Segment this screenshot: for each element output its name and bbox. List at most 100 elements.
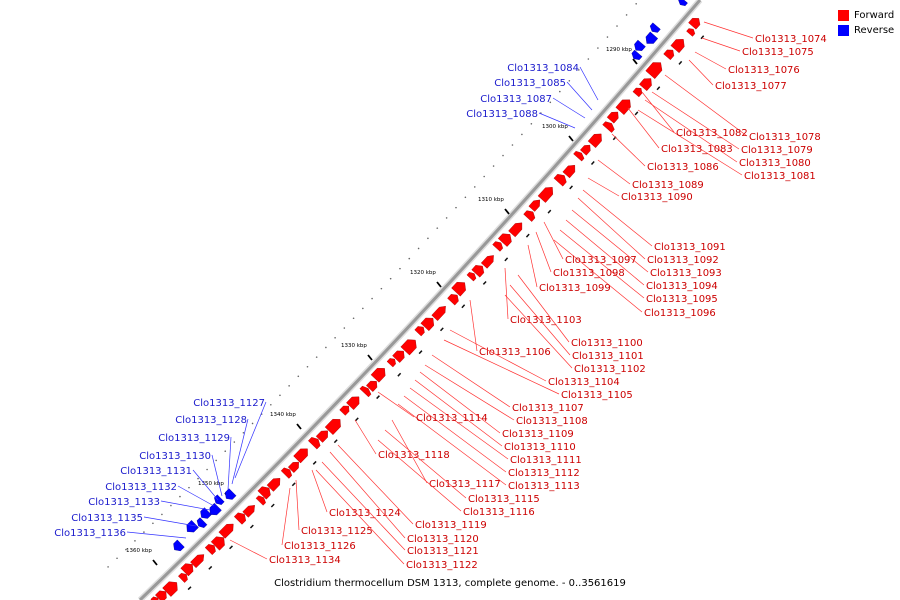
forward-label-leader bbox=[597, 159, 631, 185]
scale-dot bbox=[559, 90, 561, 93]
reverse-label-leader bbox=[566, 81, 593, 111]
feature-mark bbox=[439, 327, 444, 332]
scale-dot bbox=[635, 3, 637, 5]
forward-gene-label: Clo1313_1093 bbox=[650, 268, 722, 279]
forward-gene-arrow bbox=[447, 294, 459, 306]
forward-gene-arrow bbox=[420, 317, 435, 332]
feature-mark bbox=[482, 280, 487, 285]
legend-reverse: Reverse bbox=[838, 23, 894, 38]
forward-gene-label: Clo1313_1120 bbox=[407, 534, 479, 545]
reverse-gene-arrow bbox=[678, 0, 688, 7]
feature-mark bbox=[590, 160, 595, 165]
forward-gene-arrow bbox=[155, 590, 167, 600]
scale-dot bbox=[578, 69, 580, 71]
forward-label-leader bbox=[469, 299, 478, 352]
forward-gene-label: Clo1313_1100 bbox=[571, 338, 643, 349]
forward-gene-label: Clo1313_1111 bbox=[510, 455, 582, 466]
forward-gene-arrow bbox=[242, 505, 255, 518]
feature-mark bbox=[354, 417, 359, 422]
forward-gene-arrow bbox=[180, 563, 194, 577]
scale-dot bbox=[436, 227, 439, 229]
reverse-gene-label: Clo1313_1135 bbox=[71, 513, 143, 524]
reverse-gene-arrow bbox=[209, 502, 222, 516]
forward-label-leader bbox=[504, 294, 573, 369]
forward-label-leader bbox=[627, 107, 660, 149]
forward-label-leader bbox=[509, 284, 571, 356]
forward-label-leader bbox=[281, 487, 291, 546]
forward-gene-label: Clo1313_1082 bbox=[676, 128, 748, 139]
forward-gene-arrow bbox=[150, 596, 159, 600]
forward-gene-arrow bbox=[466, 272, 477, 282]
forward-label-leader bbox=[553, 239, 643, 313]
forward-gene-label: Clo1313_1097 bbox=[565, 255, 637, 266]
scale-dot bbox=[270, 403, 272, 406]
forward-gene-arrow bbox=[210, 536, 225, 551]
forward-gene-arrow bbox=[218, 523, 234, 539]
reverse-label-leader bbox=[143, 516, 197, 527]
forward-label-leader bbox=[527, 244, 538, 288]
scale-dot bbox=[455, 206, 457, 209]
forward-gene-label: Clo1313_1081 bbox=[744, 171, 816, 182]
scale-dot bbox=[492, 165, 495, 167]
forward-label-leader bbox=[644, 99, 738, 163]
scale-dot bbox=[343, 327, 346, 329]
scale-dot bbox=[242, 431, 245, 434]
forward-gene-arrow bbox=[686, 28, 696, 37]
scale-dot bbox=[161, 513, 163, 516]
scale-dot bbox=[315, 356, 318, 358]
scale-dot bbox=[511, 144, 514, 146]
forward-label-leader bbox=[377, 391, 415, 418]
feature-mark bbox=[229, 545, 233, 550]
forward-gene-arrow bbox=[639, 78, 652, 92]
reverse-gene-arrow bbox=[631, 49, 643, 61]
legend-forward: Forward bbox=[838, 8, 894, 23]
backbone-shadow bbox=[137, 0, 703, 600]
forward-gene-arrow bbox=[178, 572, 188, 583]
forward-gene-arrow bbox=[587, 133, 602, 148]
forward-gene-label: Clo1313_1089 bbox=[632, 180, 704, 191]
scale-dot bbox=[125, 548, 127, 551]
feature-mark bbox=[187, 586, 192, 591]
forward-gene-arrow bbox=[523, 210, 536, 222]
forward-gene-arrow bbox=[324, 418, 341, 435]
scale-dot bbox=[427, 237, 429, 240]
forward-gene-arrow bbox=[386, 358, 396, 368]
forward-label-leader bbox=[504, 267, 509, 320]
tick-label: 1350 kbp bbox=[198, 481, 224, 487]
scale-dot bbox=[279, 394, 281, 397]
reverse-gene-label: Clo1313_1088 bbox=[466, 109, 538, 120]
forward-gene-label: Clo1313_1110 bbox=[504, 442, 576, 453]
feature-mark bbox=[333, 439, 338, 444]
feature-mark bbox=[418, 350, 423, 355]
scale-dot bbox=[206, 468, 208, 471]
legend-reverse-label: Reverse bbox=[854, 25, 895, 36]
forward-gene-arrow bbox=[392, 350, 405, 363]
scale-dot bbox=[306, 365, 309, 368]
forward-label-leader bbox=[577, 197, 646, 260]
forward-gene-arrow bbox=[266, 478, 281, 492]
forward-gene-arrow bbox=[280, 467, 293, 479]
forward-label-leader bbox=[517, 274, 570, 343]
reverse-swatch bbox=[838, 25, 849, 36]
forward-label-leader bbox=[565, 219, 645, 286]
forward-gene-label: Clo1313_1076 bbox=[728, 65, 800, 76]
forward-gene-arrow bbox=[366, 380, 378, 392]
reverse-gene-arrow bbox=[634, 39, 646, 51]
forward-label-leader bbox=[703, 21, 754, 39]
forward-gene-arrow bbox=[602, 121, 615, 133]
forward-label-leader bbox=[337, 444, 414, 525]
forward-label-leader bbox=[559, 229, 645, 299]
scale-dot bbox=[107, 566, 109, 568]
scale-dot bbox=[616, 25, 618, 27]
reverse-label-leader bbox=[227, 436, 232, 491]
feature-mark bbox=[569, 185, 573, 190]
scale-dot bbox=[483, 175, 485, 178]
forward-gene-label: Clo1313_1094 bbox=[646, 281, 718, 292]
reverse-gene-arrow bbox=[186, 520, 199, 533]
forward-gene-arrow bbox=[431, 305, 446, 321]
forward-gene-label: Clo1313_1090 bbox=[621, 192, 693, 203]
scale-dot bbox=[445, 217, 448, 219]
forward-gene-label: Clo1313_1126 bbox=[284, 541, 356, 552]
scale-dot bbox=[417, 247, 420, 250]
